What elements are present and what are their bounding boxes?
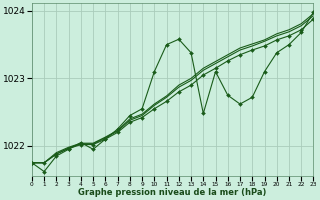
X-axis label: Graphe pression niveau de la mer (hPa): Graphe pression niveau de la mer (hPa)	[78, 188, 267, 197]
